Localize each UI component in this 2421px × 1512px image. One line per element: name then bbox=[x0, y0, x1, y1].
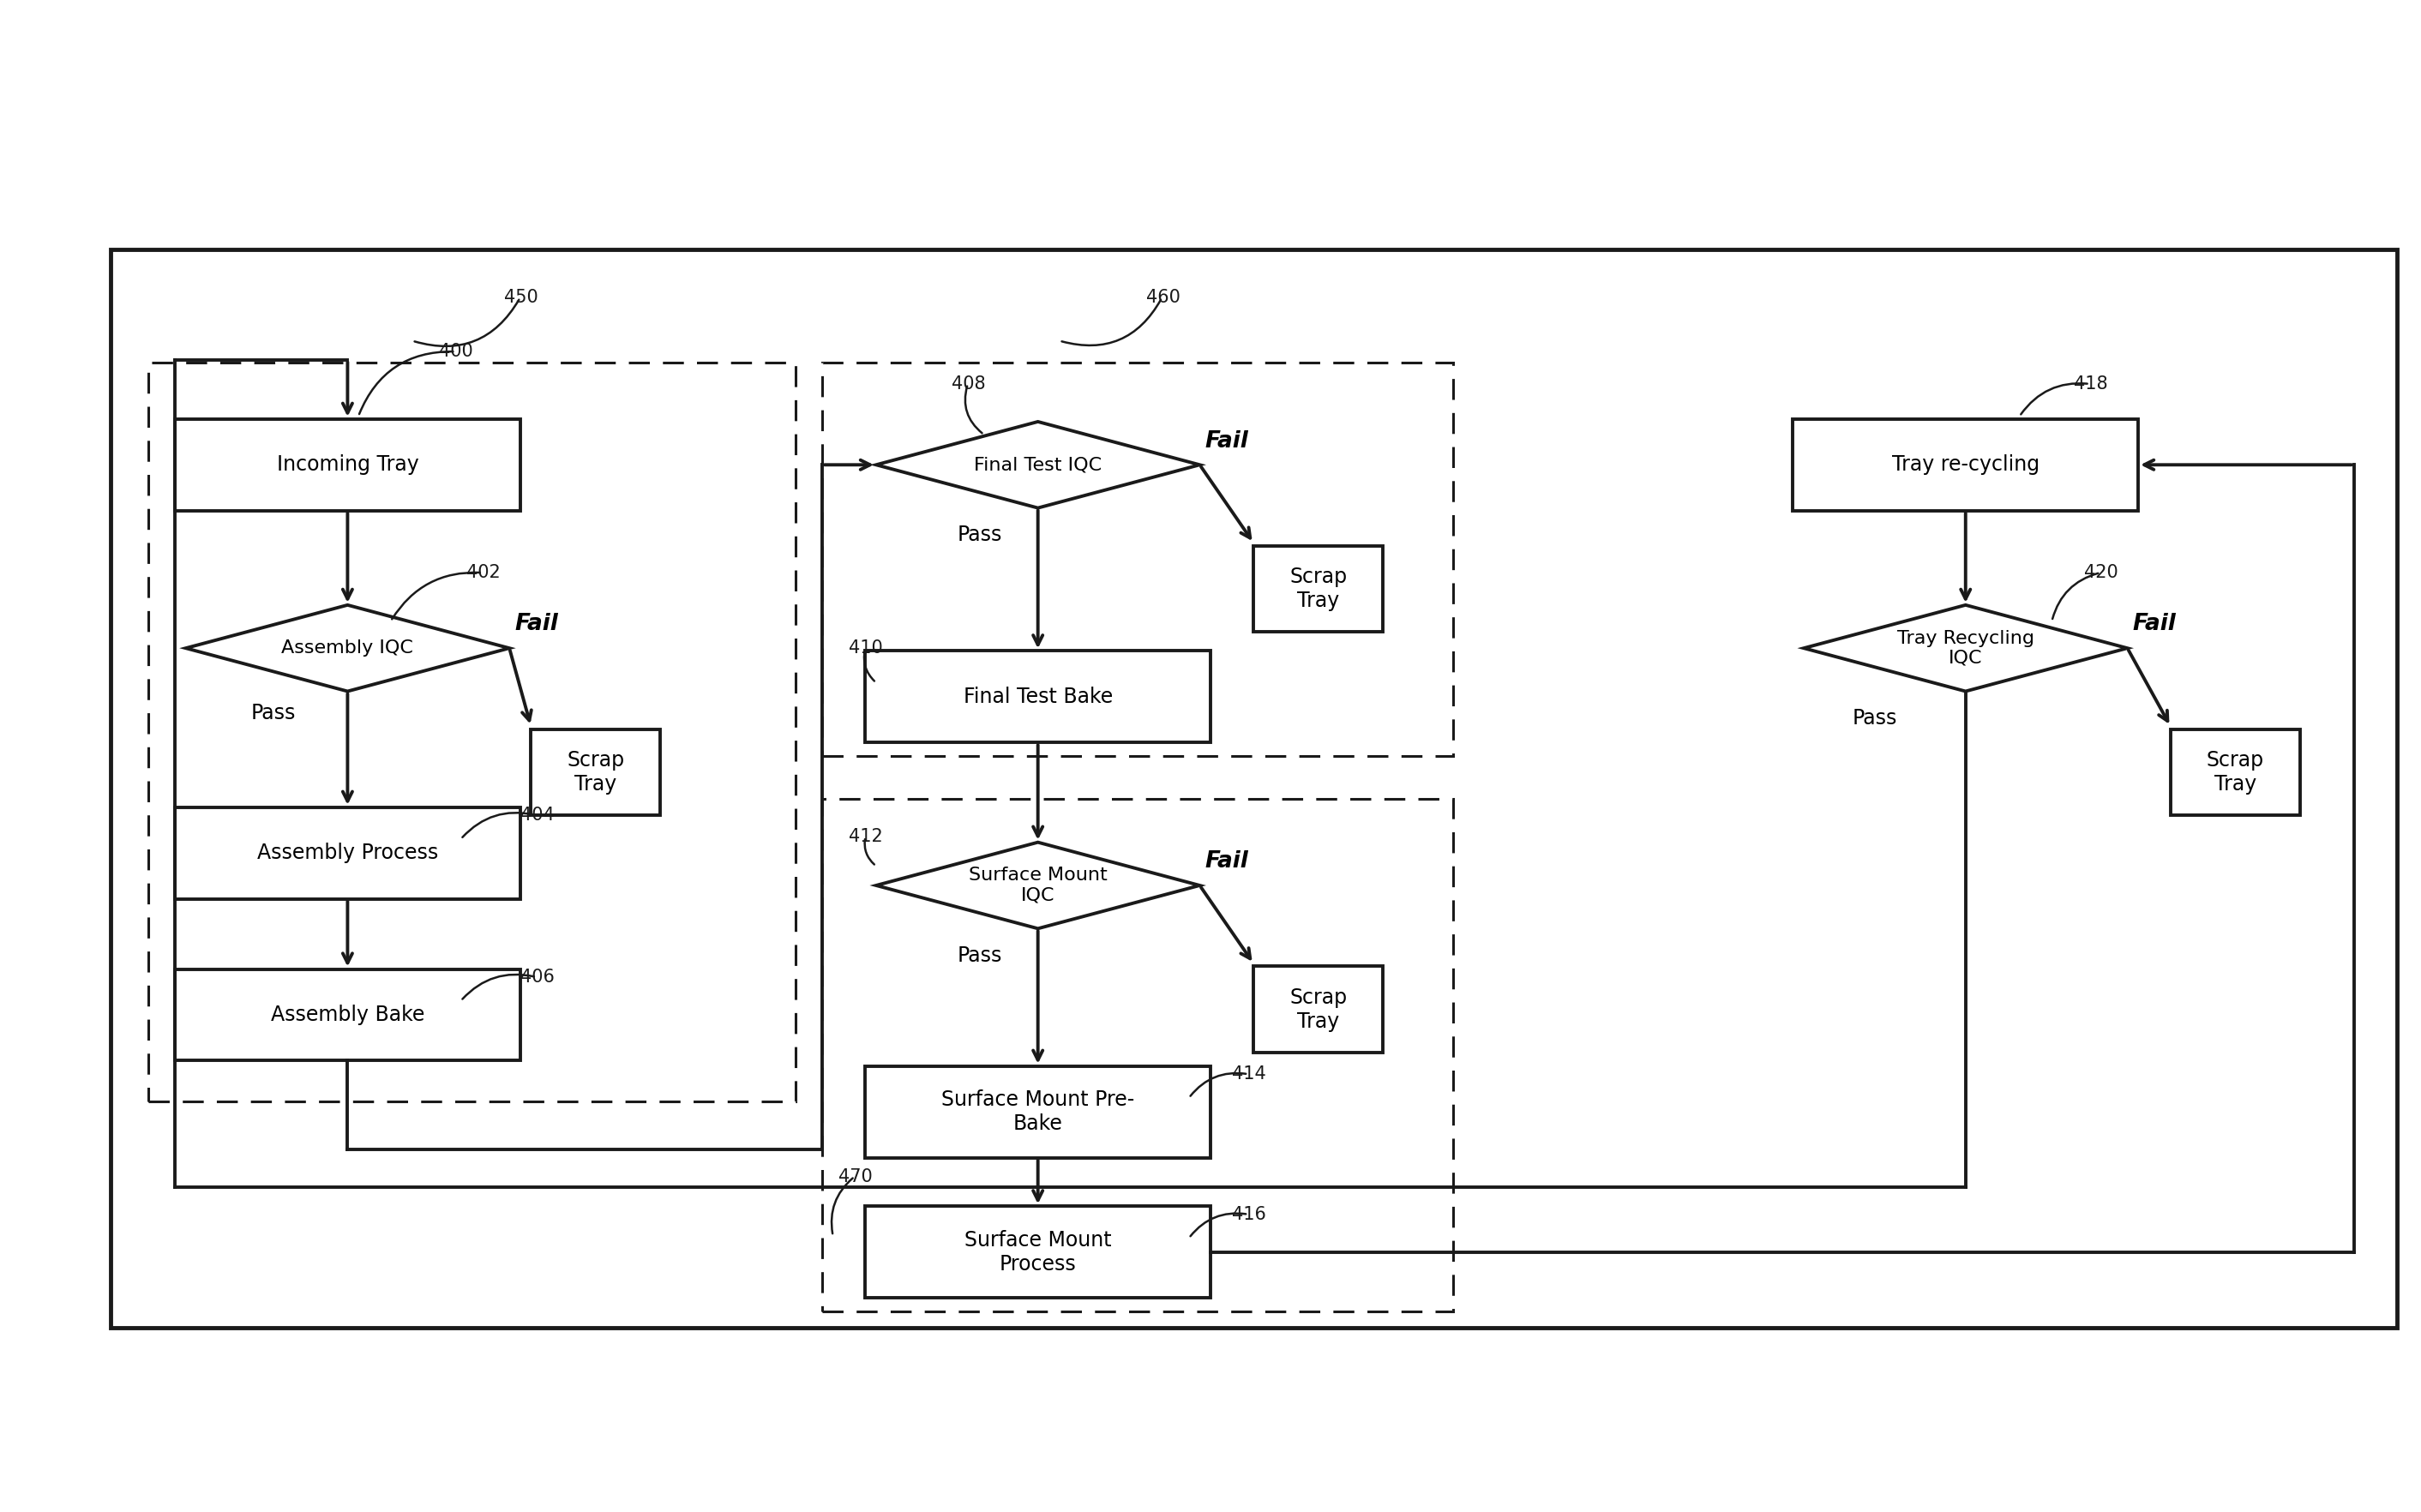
Text: Fail: Fail bbox=[1206, 429, 1249, 452]
Text: 400: 400 bbox=[438, 343, 475, 360]
Text: 470: 470 bbox=[838, 1169, 872, 1185]
Text: Fail: Fail bbox=[516, 614, 559, 635]
Text: Fail: Fail bbox=[2133, 614, 2176, 635]
Text: 410: 410 bbox=[850, 640, 884, 656]
Text: Pass: Pass bbox=[1852, 708, 1898, 729]
Text: Scrap
Tray: Scrap Tray bbox=[2206, 750, 2264, 794]
FancyBboxPatch shape bbox=[823, 800, 1453, 1311]
Text: Assembly Bake: Assembly Bake bbox=[271, 1004, 424, 1025]
Text: 406: 406 bbox=[521, 969, 554, 986]
FancyBboxPatch shape bbox=[823, 363, 1453, 756]
Text: Incoming Tray: Incoming Tray bbox=[276, 455, 419, 475]
Polygon shape bbox=[876, 842, 1201, 928]
Polygon shape bbox=[186, 605, 508, 691]
Polygon shape bbox=[1804, 605, 2128, 691]
FancyBboxPatch shape bbox=[148, 363, 794, 1101]
Text: Scrap
Tray: Scrap Tray bbox=[567, 750, 625, 794]
Text: Surface Mount
IQC: Surface Mount IQC bbox=[968, 866, 1106, 904]
Text: 460: 460 bbox=[1145, 289, 1179, 307]
Text: 404: 404 bbox=[521, 807, 554, 824]
Text: Scrap
Tray: Scrap Tray bbox=[1290, 987, 1346, 1031]
Text: Final Test IQC: Final Test IQC bbox=[973, 457, 1102, 473]
Text: 414: 414 bbox=[1232, 1066, 1266, 1083]
Text: Fail: Fail bbox=[1206, 851, 1249, 872]
FancyBboxPatch shape bbox=[174, 969, 521, 1061]
Text: Assembly Process: Assembly Process bbox=[257, 842, 438, 863]
FancyBboxPatch shape bbox=[1254, 966, 1382, 1052]
Text: Surface Mount
Process: Surface Mount Process bbox=[964, 1229, 1111, 1275]
FancyBboxPatch shape bbox=[864, 1066, 1210, 1158]
Text: 412: 412 bbox=[850, 829, 884, 845]
Text: Tray Recycling
IQC: Tray Recycling IQC bbox=[1898, 629, 2034, 667]
Text: Pass: Pass bbox=[249, 703, 295, 723]
FancyBboxPatch shape bbox=[174, 807, 521, 900]
Text: Final Test Bake: Final Test Bake bbox=[964, 686, 1114, 708]
Text: Scrap
Tray: Scrap Tray bbox=[1290, 567, 1346, 611]
Text: 418: 418 bbox=[2072, 375, 2106, 393]
FancyBboxPatch shape bbox=[2172, 729, 2300, 815]
Text: 416: 416 bbox=[1232, 1205, 1266, 1223]
Text: Pass: Pass bbox=[956, 945, 1002, 966]
FancyBboxPatch shape bbox=[1794, 419, 2138, 511]
Text: Tray re-cycling: Tray re-cycling bbox=[1891, 455, 2038, 475]
FancyBboxPatch shape bbox=[530, 729, 661, 815]
Text: 450: 450 bbox=[504, 289, 537, 307]
FancyBboxPatch shape bbox=[864, 1207, 1210, 1297]
Text: 402: 402 bbox=[467, 564, 501, 581]
FancyBboxPatch shape bbox=[174, 419, 521, 511]
Text: 408: 408 bbox=[951, 375, 985, 393]
FancyBboxPatch shape bbox=[1254, 546, 1382, 632]
Text: Surface Mount Pre-
Bake: Surface Mount Pre- Bake bbox=[942, 1090, 1135, 1134]
Text: 420: 420 bbox=[2084, 564, 2118, 581]
Text: Assembly IQC: Assembly IQC bbox=[281, 640, 414, 656]
FancyBboxPatch shape bbox=[111, 249, 2397, 1328]
Text: Pass: Pass bbox=[956, 525, 1002, 546]
Polygon shape bbox=[876, 422, 1201, 508]
FancyBboxPatch shape bbox=[864, 650, 1210, 742]
